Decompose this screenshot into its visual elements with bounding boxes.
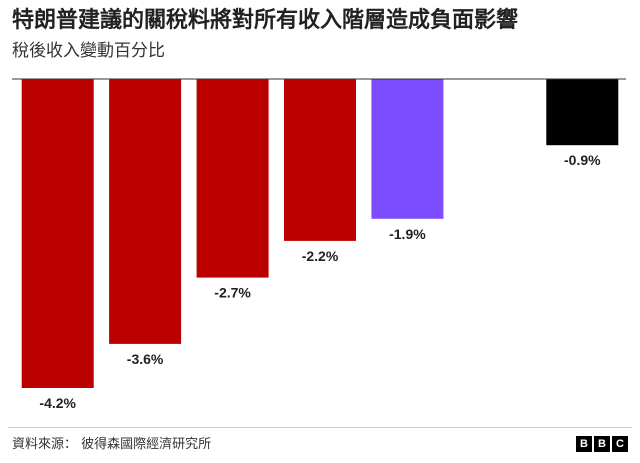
bar — [371, 79, 444, 219]
footer-divider — [8, 427, 632, 428]
source-note: 資料來源： 彼得森國際經濟研究所 — [12, 437, 212, 452]
bar — [109, 79, 182, 344]
data-label: -4.2% — [39, 395, 76, 411]
bbc-logo: B B C — [576, 436, 628, 452]
bar — [196, 79, 269, 278]
logo-letter: C — [612, 436, 628, 452]
bar — [546, 79, 619, 146]
chart-title: 特朗普建議的關稅料將對所有收入階層造成負面影響 — [12, 8, 519, 33]
logo-letter: B — [594, 436, 610, 452]
chart-subtitle: 稅後收入變動百分比 — [12, 41, 165, 61]
data-label: -2.2% — [302, 248, 339, 264]
logo-letter: B — [576, 436, 592, 452]
bar-chart: -4.2% -3.6% -2.7% -2.2% -1.9% -0.9% — [12, 78, 626, 411]
data-label: -0.9% — [564, 152, 601, 168]
data-label: -3.6% — [127, 351, 164, 367]
data-label: -2.7% — [214, 285, 251, 301]
data-label: -1.9% — [389, 226, 426, 242]
bar — [21, 79, 94, 388]
bar — [284, 79, 356, 241]
